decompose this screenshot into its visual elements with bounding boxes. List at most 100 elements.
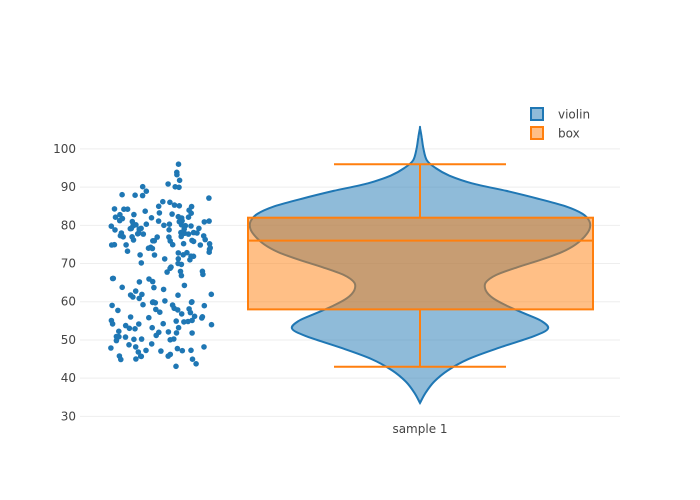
data-point <box>138 260 145 266</box>
data-point <box>188 210 194 216</box>
data-point <box>110 275 117 282</box>
data-point <box>139 183 146 190</box>
data-point <box>149 245 156 252</box>
legend-label[interactable]: violin <box>558 108 590 122</box>
data-point <box>121 206 127 212</box>
data-point <box>188 253 194 259</box>
data-point <box>172 184 178 190</box>
data-point <box>177 268 184 275</box>
data-point <box>188 223 194 229</box>
data-point <box>178 311 185 317</box>
data-point <box>175 292 181 299</box>
data-point <box>132 344 139 350</box>
legend-label[interactable]: box <box>558 127 580 141</box>
data-point <box>160 320 166 327</box>
data-point <box>161 222 167 229</box>
data-point <box>113 333 120 340</box>
data-point <box>173 363 179 370</box>
y-tick-label: 30 <box>61 409 76 423</box>
data-point <box>156 210 163 216</box>
data-point <box>174 345 181 352</box>
data-point <box>133 356 139 362</box>
data-point <box>169 211 175 217</box>
data-point <box>165 181 171 187</box>
data-point <box>108 223 115 229</box>
data-point <box>208 321 215 328</box>
data-point <box>185 318 191 325</box>
data-point <box>127 314 134 320</box>
data-point <box>201 344 207 350</box>
data-point <box>181 226 187 232</box>
data-point <box>136 226 143 233</box>
data-point <box>124 248 131 254</box>
data-point <box>122 334 129 340</box>
data-point <box>161 256 168 262</box>
data-point <box>185 231 192 237</box>
data-point <box>171 305 177 312</box>
data-point <box>156 329 162 336</box>
y-tick-label: 100 <box>53 142 76 156</box>
data-point <box>127 225 134 232</box>
legend-item-box[interactable]: box <box>530 126 580 141</box>
data-point <box>136 321 142 327</box>
legend-item-violin[interactable]: violin <box>530 107 590 122</box>
data-point <box>201 302 208 309</box>
data-point <box>178 272 185 279</box>
data-point <box>148 341 155 347</box>
data-point <box>118 356 124 363</box>
data-point <box>155 218 162 224</box>
data-point <box>181 282 188 289</box>
data-point <box>179 347 186 354</box>
data-point <box>169 241 176 248</box>
data-point <box>122 322 129 329</box>
data-point <box>167 199 173 206</box>
data-point <box>178 233 184 240</box>
data-point <box>146 314 152 321</box>
legend-swatch[interactable] <box>530 126 544 140</box>
data-point <box>208 291 215 298</box>
data-point <box>153 306 159 313</box>
data-point <box>165 353 171 359</box>
data-point <box>138 336 145 342</box>
data-point <box>176 218 183 225</box>
data-point <box>196 225 202 232</box>
data-point <box>181 319 187 325</box>
data-point <box>143 188 150 194</box>
data-point <box>137 252 143 258</box>
data-point <box>176 177 183 184</box>
data-point <box>185 214 192 220</box>
data-point <box>171 202 178 208</box>
x-tick-label: sample 1 <box>392 422 447 436</box>
data-point <box>180 240 187 247</box>
data-point <box>131 336 137 343</box>
data-point <box>109 321 116 327</box>
data-point <box>132 192 138 198</box>
data-point <box>115 307 121 314</box>
y-tick-label: 70 <box>61 257 76 271</box>
data-point <box>202 236 208 243</box>
data-point <box>193 361 199 367</box>
box-iqr <box>247 216 594 311</box>
data-point <box>206 218 212 224</box>
data-point <box>167 337 173 343</box>
data-point <box>119 191 125 198</box>
data-point <box>112 214 119 220</box>
y-tick-label: 60 <box>61 295 76 309</box>
data-point <box>111 206 118 212</box>
data-point <box>112 227 118 233</box>
data-point <box>119 284 125 291</box>
data-point <box>157 309 163 316</box>
data-point <box>176 203 183 209</box>
data-point <box>173 330 180 336</box>
data-point <box>140 301 146 308</box>
data-point <box>168 264 174 270</box>
data-point <box>151 284 157 291</box>
data-point <box>136 279 143 285</box>
legend-layer[interactable]: violin box <box>530 107 590 141</box>
data-point <box>132 288 139 294</box>
legend-swatch[interactable] <box>530 107 544 121</box>
data-point <box>180 252 186 258</box>
y-tick-label: 40 <box>61 371 76 385</box>
data-point <box>140 231 147 237</box>
